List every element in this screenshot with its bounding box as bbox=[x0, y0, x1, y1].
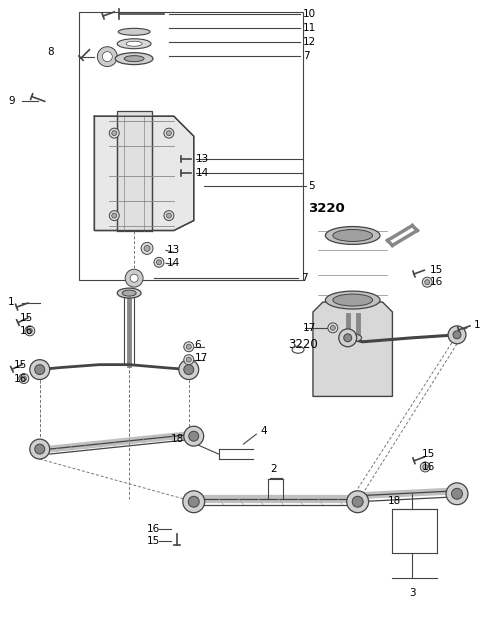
Circle shape bbox=[420, 462, 430, 472]
Circle shape bbox=[130, 274, 138, 282]
Text: 1: 1 bbox=[474, 320, 480, 330]
Circle shape bbox=[27, 328, 32, 333]
Circle shape bbox=[184, 426, 204, 446]
Ellipse shape bbox=[333, 230, 372, 241]
Text: 15: 15 bbox=[422, 449, 435, 459]
Text: 15: 15 bbox=[14, 360, 27, 370]
Text: 14: 14 bbox=[167, 259, 180, 268]
Circle shape bbox=[179, 360, 199, 379]
Circle shape bbox=[452, 488, 462, 499]
Circle shape bbox=[97, 47, 117, 67]
Text: 7: 7 bbox=[303, 51, 310, 60]
Circle shape bbox=[22, 376, 26, 381]
Circle shape bbox=[184, 365, 194, 375]
Circle shape bbox=[423, 465, 428, 470]
Text: 3220: 3220 bbox=[288, 338, 318, 351]
Text: 16: 16 bbox=[422, 462, 435, 472]
Ellipse shape bbox=[333, 294, 372, 306]
Circle shape bbox=[164, 128, 174, 138]
Ellipse shape bbox=[344, 334, 361, 342]
Circle shape bbox=[167, 213, 171, 218]
Polygon shape bbox=[313, 302, 393, 397]
Circle shape bbox=[352, 496, 363, 507]
Text: 11: 11 bbox=[303, 23, 316, 33]
Text: 2: 2 bbox=[270, 464, 276, 474]
Bar bbox=[80, 12, 303, 280]
Circle shape bbox=[25, 326, 35, 336]
Circle shape bbox=[167, 131, 171, 136]
Text: 15: 15 bbox=[20, 313, 33, 323]
Ellipse shape bbox=[325, 226, 380, 244]
Text: 15: 15 bbox=[430, 265, 444, 275]
Circle shape bbox=[184, 355, 194, 365]
Text: 18: 18 bbox=[171, 434, 184, 444]
Text: 16: 16 bbox=[20, 326, 33, 336]
Ellipse shape bbox=[115, 52, 153, 65]
Circle shape bbox=[448, 326, 466, 344]
Text: 9: 9 bbox=[8, 96, 14, 106]
Circle shape bbox=[112, 213, 117, 218]
Text: 13: 13 bbox=[167, 246, 180, 255]
Text: 16: 16 bbox=[14, 373, 27, 384]
Circle shape bbox=[339, 329, 357, 347]
Circle shape bbox=[156, 260, 161, 265]
Circle shape bbox=[30, 439, 49, 459]
Circle shape bbox=[35, 444, 45, 454]
Text: 14: 14 bbox=[196, 168, 209, 178]
Polygon shape bbox=[95, 116, 194, 231]
Text: 4: 4 bbox=[260, 426, 267, 436]
Text: 16: 16 bbox=[430, 277, 444, 287]
Text: 17: 17 bbox=[303, 323, 316, 333]
Text: 1: 1 bbox=[8, 297, 14, 307]
Circle shape bbox=[164, 210, 174, 220]
Ellipse shape bbox=[124, 56, 144, 62]
Ellipse shape bbox=[126, 41, 142, 46]
Circle shape bbox=[19, 373, 29, 384]
Ellipse shape bbox=[117, 288, 141, 298]
Circle shape bbox=[144, 246, 150, 251]
Text: 18: 18 bbox=[387, 495, 401, 506]
Text: 12: 12 bbox=[303, 37, 316, 47]
Text: 17: 17 bbox=[195, 353, 208, 363]
Circle shape bbox=[154, 257, 164, 267]
Circle shape bbox=[184, 342, 194, 352]
Circle shape bbox=[422, 277, 432, 287]
Text: 13: 13 bbox=[196, 154, 209, 164]
Text: 7: 7 bbox=[301, 273, 308, 283]
Ellipse shape bbox=[118, 28, 150, 35]
Text: 6: 6 bbox=[195, 340, 201, 350]
Text: 3220: 3220 bbox=[308, 202, 345, 215]
Ellipse shape bbox=[117, 39, 151, 49]
Circle shape bbox=[35, 365, 45, 375]
Text: 3: 3 bbox=[409, 588, 416, 598]
Text: 15: 15 bbox=[147, 536, 160, 547]
Circle shape bbox=[112, 131, 117, 136]
Circle shape bbox=[330, 325, 336, 330]
Circle shape bbox=[347, 491, 369, 513]
Text: 16: 16 bbox=[147, 524, 160, 534]
Circle shape bbox=[425, 280, 430, 284]
Bar bbox=[117, 111, 152, 231]
Circle shape bbox=[446, 483, 468, 505]
Circle shape bbox=[188, 496, 199, 507]
Circle shape bbox=[102, 52, 112, 62]
Circle shape bbox=[186, 344, 191, 349]
Circle shape bbox=[453, 331, 461, 339]
Circle shape bbox=[109, 128, 119, 138]
Circle shape bbox=[141, 242, 153, 254]
Circle shape bbox=[328, 323, 338, 333]
Ellipse shape bbox=[325, 291, 380, 309]
Circle shape bbox=[30, 360, 49, 379]
Circle shape bbox=[183, 491, 204, 513]
Circle shape bbox=[125, 269, 143, 287]
Circle shape bbox=[186, 357, 191, 362]
Ellipse shape bbox=[122, 290, 136, 296]
Circle shape bbox=[109, 210, 119, 220]
Text: 10: 10 bbox=[303, 9, 316, 19]
Text: 5: 5 bbox=[308, 181, 314, 191]
Circle shape bbox=[189, 431, 199, 441]
Circle shape bbox=[344, 334, 352, 342]
Text: 8: 8 bbox=[48, 47, 54, 57]
